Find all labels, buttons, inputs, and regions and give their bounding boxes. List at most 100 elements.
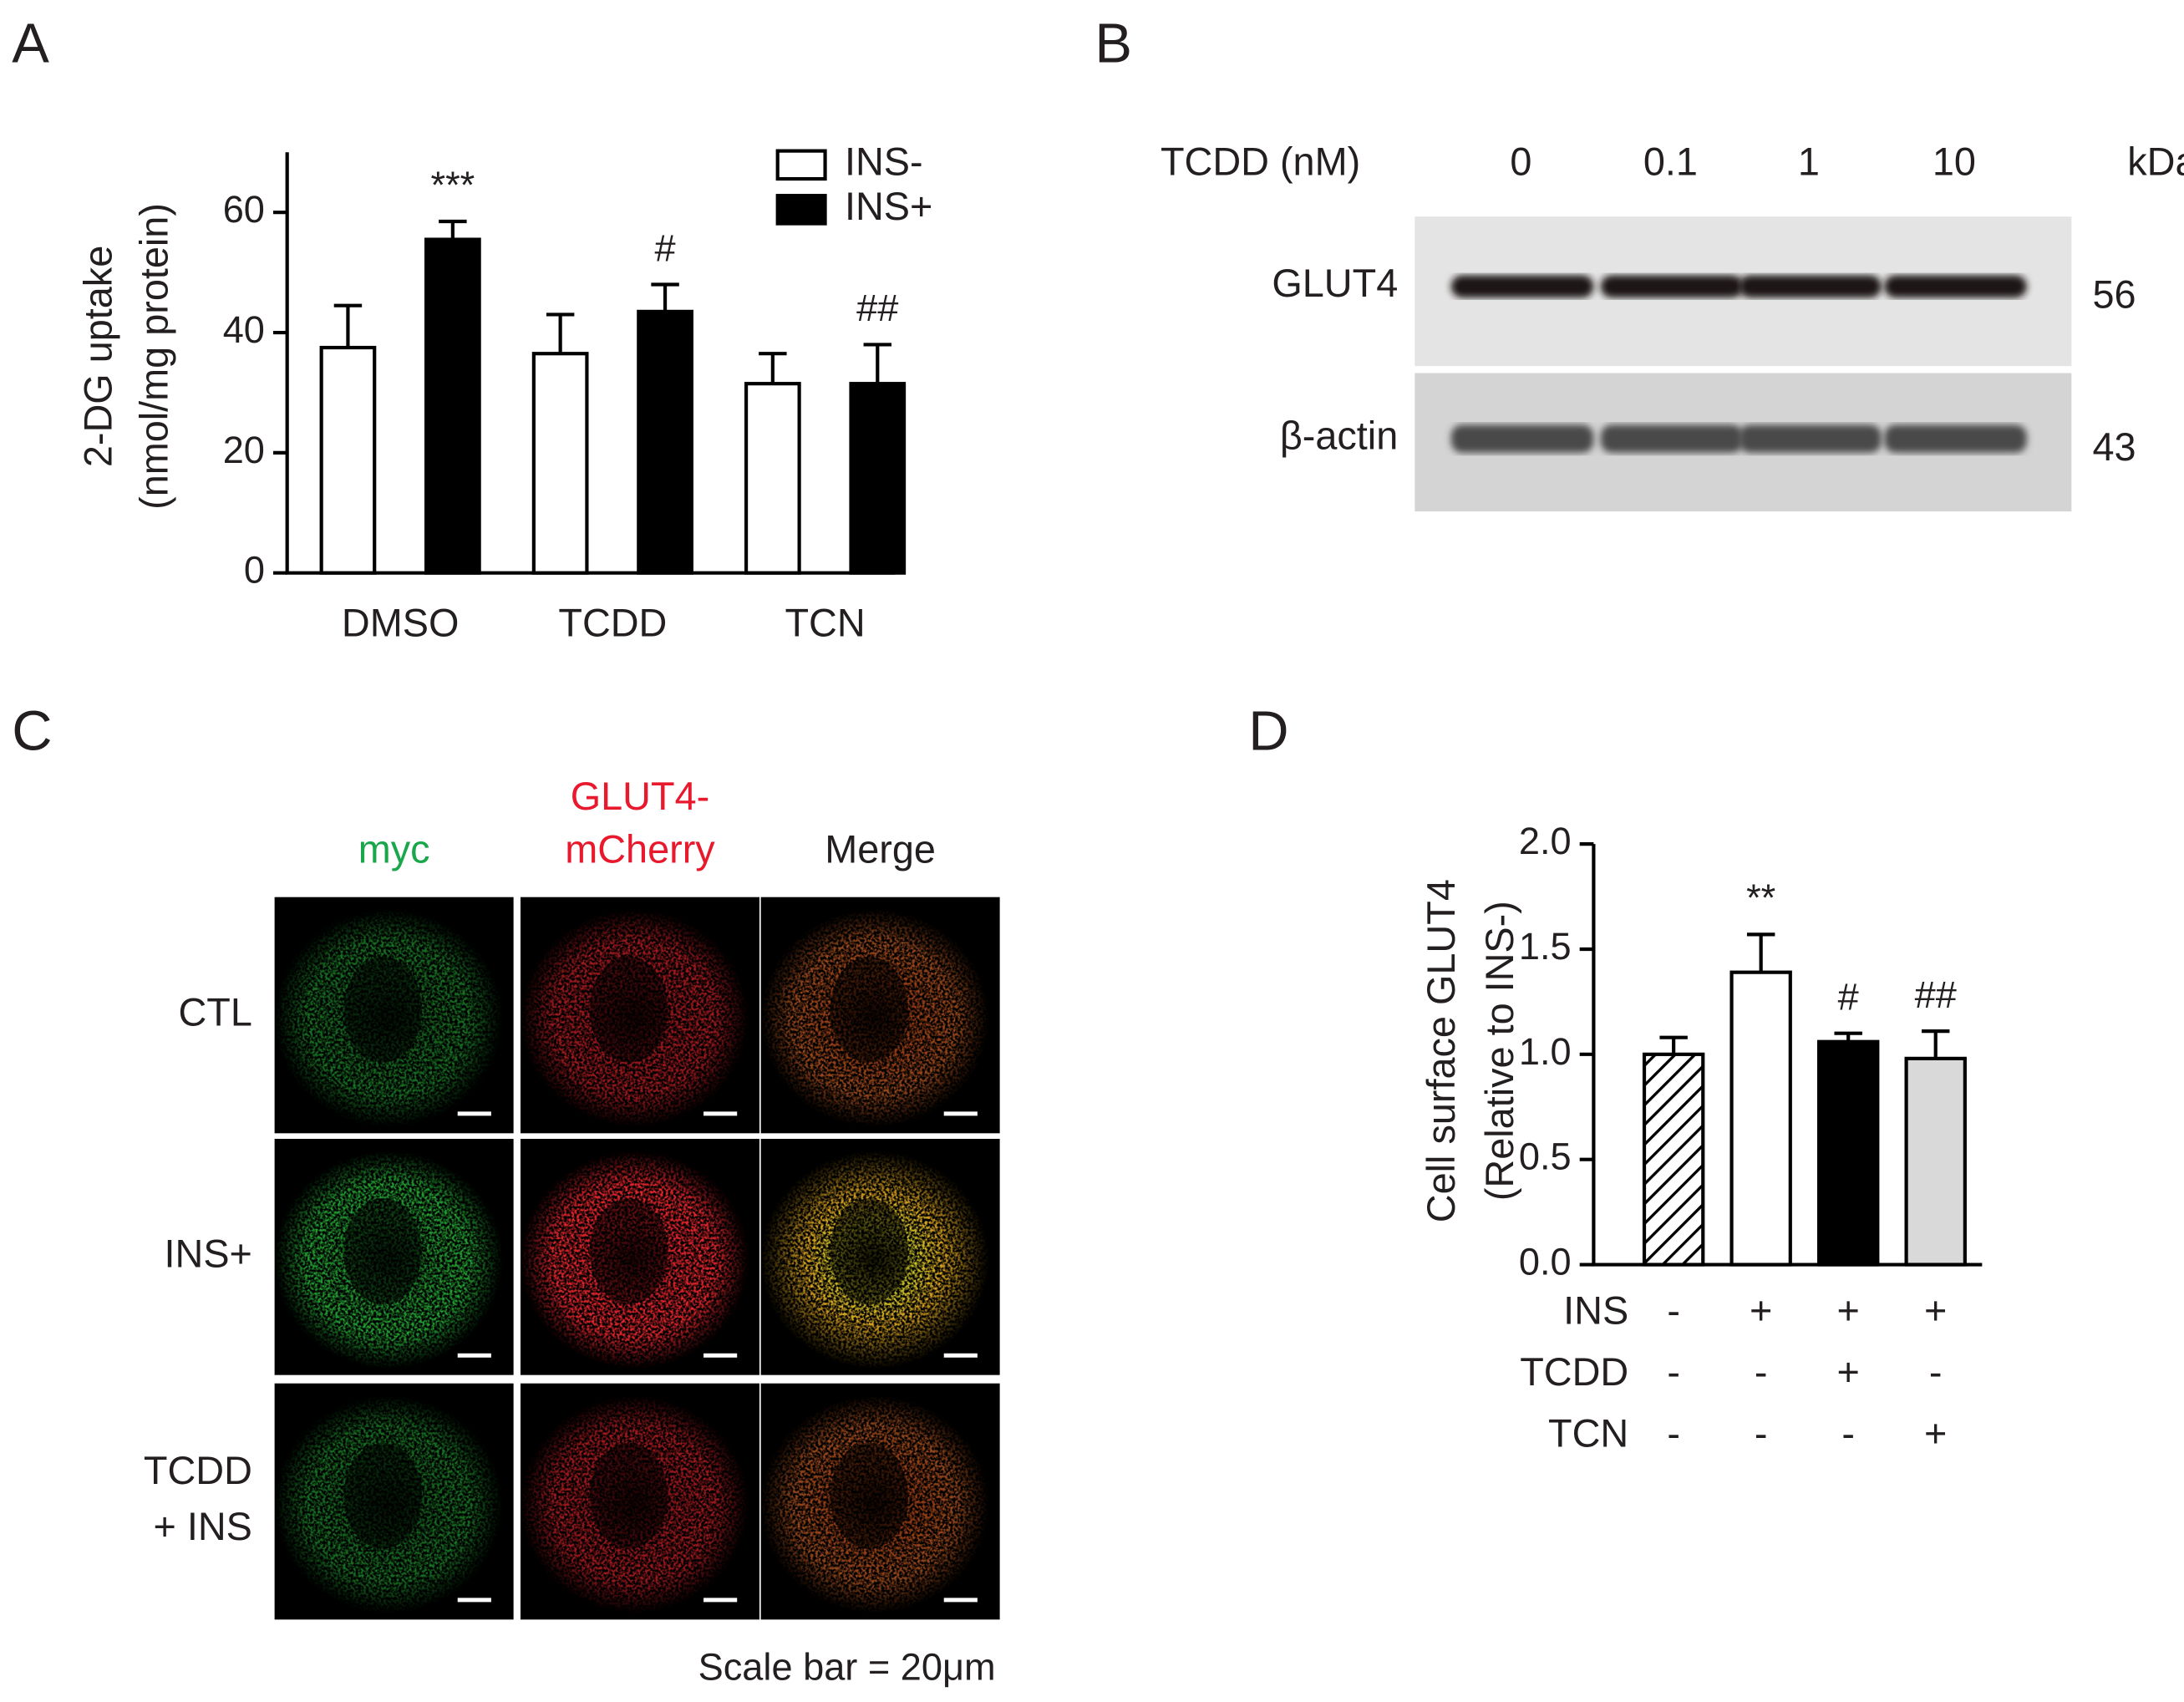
bar [1904,1056,1967,1267]
condition-sign: - [1667,1412,1680,1456]
micrograph [273,1139,514,1375]
legend-swatch [775,194,827,226]
blot-row-label: GLUT4 [1272,262,1398,305]
micrograph [759,1139,1000,1375]
micrograph [520,897,759,1134]
condition-sign: + [1837,1350,1860,1394]
y-tick-label: 0.0 [1519,1240,1572,1283]
condition-sign: + [1750,1288,1772,1332]
row-label: TCDD [144,1449,252,1492]
error-bar [439,219,467,240]
nucleus [589,956,668,1063]
blot-band [1739,275,1882,298]
nucleus [343,1198,423,1305]
y-axis-label: (Relative to INS-) [1478,901,1521,1201]
y-tick-label: 1.5 [1519,925,1572,968]
panel-label: A [12,13,49,75]
nucleus [589,1442,668,1549]
column-header: mCherry [565,828,715,871]
significance: *** [431,164,475,206]
error-bar [546,312,575,354]
error-bar [1921,1029,1950,1059]
micrograph [759,1383,1000,1620]
y-tick-label: 1.0 [1519,1030,1572,1073]
y-tick-label: 0.5 [1519,1136,1572,1178]
legend-label: INS+ [845,185,932,228]
blot-band [1450,424,1594,453]
significance: ## [856,287,898,329]
condition-sign: - [1755,1350,1768,1394]
significance: # [655,226,676,269]
bar [849,382,907,575]
significance: ** [1746,876,1775,919]
condition-name: INS [1563,1288,1628,1332]
y-axis-label: 2-DG uptake [77,246,120,467]
y-tick-label: 20 [223,429,265,471]
scale-note: Scale bar = 20μm [698,1645,996,1688]
nucleus [830,956,909,1063]
bar [531,352,589,575]
y-tick-label: 0 [244,549,265,592]
error-bar [333,303,363,348]
row-label: + INS [153,1505,251,1548]
blot-band [1600,424,1744,453]
bar [637,309,693,575]
bar [1642,1052,1705,1267]
bar [1816,1039,1880,1267]
bar [424,237,481,575]
column-header: Merge [825,828,936,871]
bar [319,345,377,575]
nucleus [830,1442,909,1549]
micrograph [759,897,1000,1134]
blot-treatment: TCDD (nM) [1161,140,1360,184]
blot-band [1884,424,2027,453]
error-bar [1659,1035,1688,1054]
lane-label: 0.1 [1643,140,1698,184]
error-bar [1746,932,1775,973]
condition-name: TCN [1548,1412,1628,1456]
x-tick-label: TCN [785,602,865,645]
lane-label: 1 [1798,140,1820,184]
unit-label: kDa [2127,140,2184,184]
panel-label: C [12,699,52,762]
blot-band [1450,275,1594,298]
condition-sign: - [1841,1412,1855,1456]
blot-row-label: β-actin [1280,414,1398,458]
condition-name: TCDD [1520,1350,1628,1394]
nucleus [343,1442,423,1549]
condition-sign: + [1924,1288,1947,1332]
condition-sign: + [1924,1412,1947,1456]
blot-band [1600,275,1744,298]
micrograph [273,897,514,1134]
panel-label: B [1095,13,1132,75]
micrograph [520,1139,759,1375]
y-axis-label: (nmol/mg protein) [133,203,176,510]
row-label: CTL [178,990,251,1034]
micrograph [520,1383,759,1620]
nucleus [589,1198,668,1305]
kda-label: 56 [2092,273,2136,317]
column-header: myc [358,828,430,871]
legend-swatch [775,149,827,181]
error-bar [651,282,679,312]
x-tick-label: DMSO [342,602,459,645]
y-tick-label: 40 [223,308,265,351]
y-tick-label: 2.0 [1519,820,1572,862]
kda-label: 43 [2092,425,2136,469]
lane-label: 10 [1933,140,1976,184]
x-tick-label: TCDD [558,602,667,645]
condition-sign: - [1667,1288,1680,1332]
error-bar [759,352,787,384]
panel-label: D [1248,699,1288,762]
blot-band [1884,275,2027,298]
row-label: INS+ [165,1232,252,1276]
significance: # [1838,975,1859,1018]
condition-sign: - [1929,1350,1943,1394]
condition-sign: + [1837,1288,1860,1332]
y-tick-label: 60 [223,188,265,231]
blot-band [1739,424,1882,453]
legend-label: INS- [845,140,923,184]
